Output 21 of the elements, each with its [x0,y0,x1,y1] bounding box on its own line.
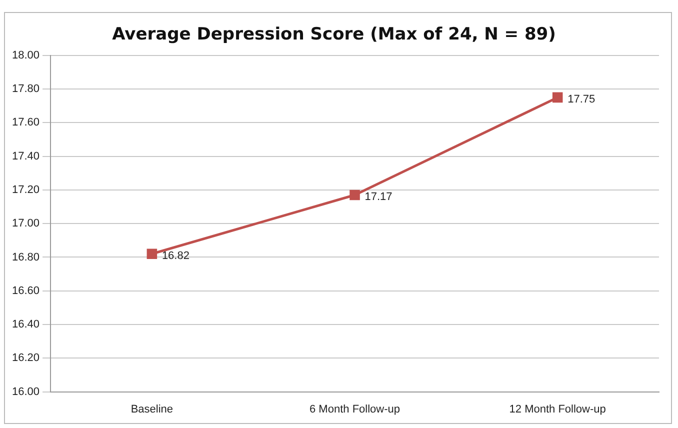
x-tick-label: Baseline [130,403,174,416]
y-tick-label: 18.00 [12,49,40,62]
data-label: 16.82 [162,250,190,262]
x-tick-label: 6 Month Follow-up [310,403,400,416]
y-tick-label: 16.40 [12,318,40,331]
y-tick-label: 17.00 [12,218,40,230]
y-tick-label: 17.60 [12,116,40,129]
y-tick-label: 16.60 [12,284,40,297]
y-tick-label: 16.00 [12,386,40,398]
y-tick-label: 17.80 [12,83,40,96]
y-tick-label: 16.80 [12,251,40,264]
point [350,190,360,200]
y-tick-label: 17.20 [12,184,40,196]
y-tick-label: 16.20 [12,352,40,364]
data-label: 17.75 [568,93,596,106]
point [552,92,563,103]
point [146,248,158,260]
x-tick-label: 12 Month Follow-up [509,403,606,416]
chart-title: Average Depression Score (Max of 24, N = 89) [112,24,556,45]
y-tick-label: 17.40 [12,150,40,162]
data-label: 17.17 [364,191,392,204]
